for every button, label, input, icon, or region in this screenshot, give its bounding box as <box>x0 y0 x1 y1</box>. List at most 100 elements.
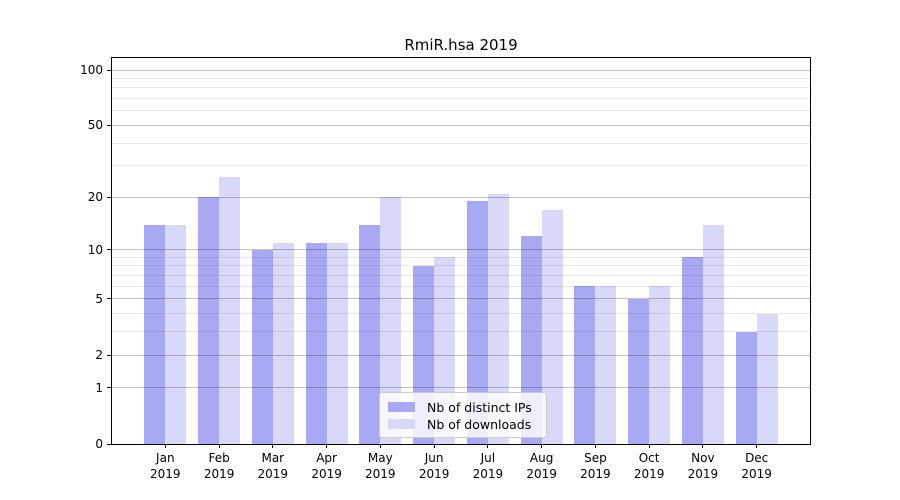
x-tick-mark-may <box>379 444 381 448</box>
y-tick-label-100: 100 <box>80 63 103 77</box>
bar-nb-of-downloads-may <box>380 197 402 444</box>
x-tick-year: 2019 <box>150 467 181 481</box>
gridline-major-10 <box>112 249 810 251</box>
x-tick-label-oct: Oct 2019 <box>617 450 681 482</box>
y-tick-label-1: 1 <box>95 380 103 395</box>
bar-nb-of-distinct-ips-oct <box>628 298 650 444</box>
y-tick-mark-0 <box>107 443 112 445</box>
legend-swatch-downloads <box>388 419 415 429</box>
y-tick-label-20: 20 <box>87 190 103 205</box>
x-tick-year: 2019 <box>580 467 611 481</box>
x-tick-label-jun: Jun 2019 <box>402 450 466 482</box>
x-tick-month: Oct <box>638 451 660 465</box>
legend-label-distinct-ips: Nb of distinct IPs <box>427 399 532 415</box>
bar-nb-of-downloads-mar <box>272 242 294 444</box>
legend-swatch-distinct-ips <box>388 402 415 412</box>
gridline-minor-9 <box>112 256 810 258</box>
y-tick-mark-10 <box>107 249 112 251</box>
x-tick-mark-aug <box>541 444 543 448</box>
y-tick-mark-20 <box>107 196 112 198</box>
gridline-major-20 <box>112 196 810 198</box>
x-tick-year: 2019 <box>365 467 396 481</box>
x-tick-label-feb: Feb 2019 <box>187 450 251 482</box>
x-tick-month: Feb <box>208 451 230 465</box>
bar-nb-of-downloads-nov <box>702 224 724 444</box>
bar-nb-of-downloads-feb <box>219 176 241 444</box>
x-tick-mark-dec <box>756 444 758 448</box>
y-tick-label-10: 10 <box>87 242 103 257</box>
y-tick-mark-2 <box>107 354 112 356</box>
x-tick-year: 2019 <box>687 467 719 481</box>
gridline-minor-40 <box>112 142 810 144</box>
bar-nb-of-downloads-sep <box>595 286 617 444</box>
x-tick-year: 2019 <box>257 467 289 481</box>
x-tick-month: Dec <box>745 451 769 465</box>
legend-label-downloads: Nb of downloads <box>427 416 532 432</box>
x-tick-month: Nov <box>691 451 715 465</box>
x-tick-label-jul: Jul 2019 <box>456 450 520 482</box>
x-tick-mark-jun <box>433 444 435 448</box>
gridline-minor-60 <box>112 110 810 112</box>
x-tick-label-dec: Dec 2019 <box>725 450 789 482</box>
x-tick-label-jan: Jan 2019 <box>133 450 197 482</box>
gridline-major-100 <box>112 69 810 71</box>
x-tick-year: 2019 <box>311 467 342 481</box>
x-tick-mark-jan <box>164 444 166 448</box>
x-tick-month: Apr <box>316 451 337 465</box>
gridline-minor-70 <box>112 98 810 100</box>
gridline-minor-90 <box>112 77 810 79</box>
bar-nb-of-distinct-ips-may <box>359 224 381 444</box>
x-tick-month: Sep <box>584 451 607 465</box>
legend-item-distinct-ips: Nb of distinct IPs <box>388 399 538 415</box>
x-tick-label-nov: Nov 2019 <box>671 450 735 482</box>
gridline-major-5 <box>112 298 810 300</box>
bar-nb-of-downloads-jan <box>165 224 187 444</box>
y-tick-label-2: 2 <box>95 348 103 362</box>
bar-nb-of-distinct-ips-nov <box>681 257 703 444</box>
x-tick-mark-feb <box>218 444 220 448</box>
bar-nb-of-downloads-dec <box>756 313 778 444</box>
gridline-minor-6 <box>112 285 810 287</box>
x-tick-label-mar: Mar 2019 <box>241 450 305 482</box>
bar-nb-of-distinct-ips-mar <box>251 249 273 444</box>
x-tick-year: 2019 <box>203 467 235 481</box>
plot-area <box>111 57 811 445</box>
x-tick-mark-jul <box>487 444 489 448</box>
bar-nb-of-distinct-ips-jul <box>466 201 488 444</box>
legend-item-downloads: Nb of downloads <box>388 416 538 432</box>
x-tick-month: Mar <box>261 451 285 465</box>
x-tick-mark-mar <box>272 444 274 448</box>
gridline-major-50 <box>112 124 810 126</box>
x-tick-label-aug: Aug 2019 <box>510 450 574 482</box>
x-tick-mark-nov <box>702 444 704 448</box>
chart-title: RmiR.hsa 2019 <box>404 36 518 54</box>
gridline-major-2 <box>112 354 810 356</box>
x-tick-year: 2019 <box>741 467 772 481</box>
gridline-minor-3 <box>112 331 810 333</box>
x-tick-year: 2019 <box>526 467 557 481</box>
x-tick-year: 2019 <box>633 467 665 481</box>
legend: Nb of distinct IPs Nb of downloads <box>379 392 547 438</box>
gridline-minor-80 <box>112 87 810 89</box>
bar-nb-of-downloads-apr <box>326 242 348 444</box>
bar-nb-of-downloads-jul <box>487 193 509 444</box>
gridline-minor-7 <box>112 275 810 276</box>
x-tick-label-may: May 2019 <box>348 450 412 482</box>
x-tick-mark-oct <box>648 444 650 448</box>
x-tick-month: Aug <box>529 451 554 465</box>
y-tick-label-50: 50 <box>87 118 103 133</box>
x-tick-label-sep: Sep 2019 <box>563 450 627 482</box>
x-tick-month: Jan <box>156 451 175 465</box>
bar-nb-of-distinct-ips-jan <box>144 224 166 444</box>
y-tick-mark-1 <box>107 387 112 389</box>
y-tick-label-0: 0 <box>95 437 103 451</box>
gridline-minor-8 <box>112 265 810 267</box>
x-tick-month: Jul <box>480 451 496 465</box>
bar-nb-of-downloads-aug <box>541 209 563 444</box>
x-tick-month: Jun <box>424 451 444 465</box>
x-tick-mark-apr <box>326 444 328 448</box>
bar-nb-of-distinct-ips-sep <box>574 286 596 444</box>
bar-nb-of-distinct-ips-apr <box>305 242 327 444</box>
x-tick-label-apr: Apr 2019 <box>295 450 359 482</box>
